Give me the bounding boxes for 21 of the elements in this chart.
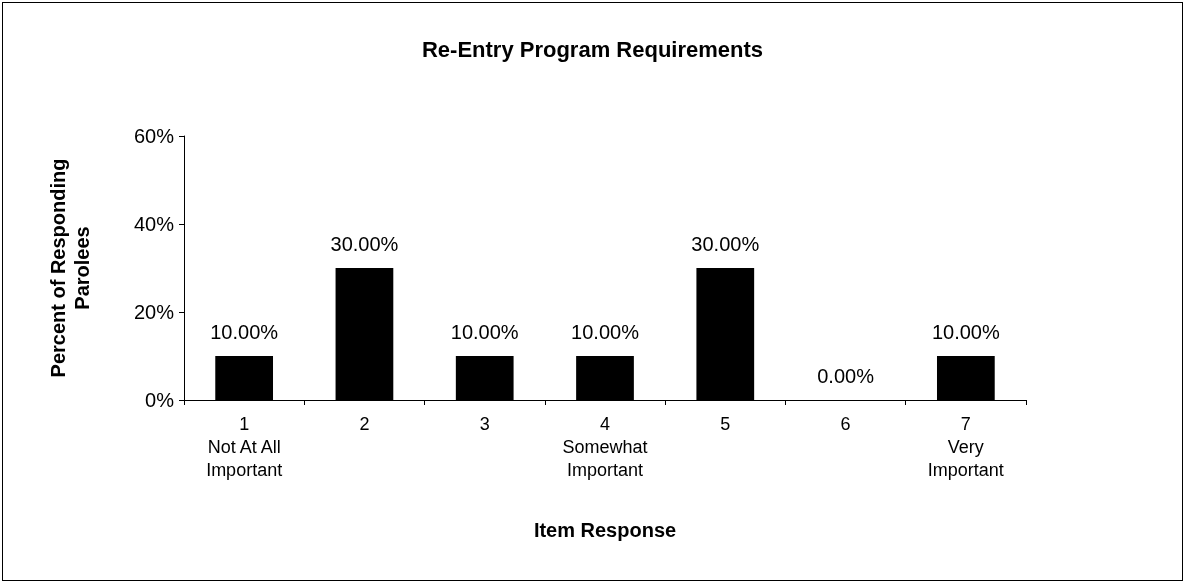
data-label: 10.00% — [931, 321, 1000, 343]
data-label: 10.00% — [210, 321, 279, 343]
data-label: 0.00% — [817, 365, 875, 387]
chart-title: Re-Entry Program Requirements — [421, 36, 764, 62]
x-tick-label: 3 — [479, 413, 490, 434]
y-tick-label: 40% — [133, 213, 175, 235]
y-tick-label: 60% — [133, 125, 175, 147]
y-tick-label: 0% — [145, 389, 175, 411]
x-tick-label: 2 — [359, 413, 370, 434]
x-tick-label: 6 — [840, 413, 851, 434]
x-tick-label: 1 Not At All Important — [206, 413, 283, 480]
x-axis-title: Item Response — [533, 519, 677, 541]
x-tick-label: 5 — [720, 413, 731, 434]
data-label: 30.00% — [330, 233, 399, 255]
data-label: 30.00% — [691, 233, 760, 255]
y-axis-title: Percent of Responding Parolees — [47, 158, 93, 378]
x-tick-label: 7 Very Important — [927, 413, 1004, 480]
y-tick-label: 20% — [133, 301, 175, 323]
data-label: 10.00% — [571, 321, 640, 343]
x-tick-label: 4 Somewhat Important — [562, 413, 648, 480]
data-label: 10.00% — [450, 321, 519, 343]
